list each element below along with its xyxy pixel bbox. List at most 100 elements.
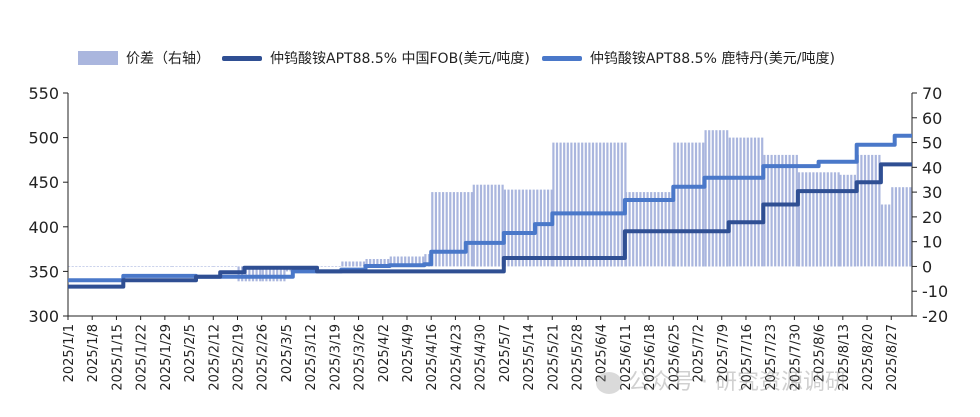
spread-bar xyxy=(664,192,667,267)
spread-bar xyxy=(200,266,203,267)
series-line-china-fob xyxy=(68,162,912,289)
spread-bar xyxy=(746,137,749,267)
spread-bar xyxy=(511,189,514,267)
legend-label-rotterdam: 仲钨酸铵APT88.5% 鹿特丹(美元/吨度) xyxy=(589,51,835,67)
x-axis-tick-label: 2025/4/30 xyxy=(474,324,489,391)
spread-bar xyxy=(573,142,577,267)
spread-bar xyxy=(676,142,680,267)
spread-bar xyxy=(344,261,348,267)
spread-bar xyxy=(642,192,646,267)
right-axis-tick-label: 50 xyxy=(922,134,942,153)
x-axis-tick-label: 2025/1/8 xyxy=(86,324,101,382)
right-axis-tick-label: 30 xyxy=(922,183,942,202)
spread-bar xyxy=(227,266,230,267)
spread-bar xyxy=(518,189,521,267)
spread-bar xyxy=(82,266,85,267)
spread-bar xyxy=(383,259,386,267)
left-axis-tick-label: 500 xyxy=(28,129,59,148)
spread-bar xyxy=(650,192,653,267)
spread-bar xyxy=(632,192,635,267)
left-axis-tick-label: 300 xyxy=(28,307,59,326)
wechat-icon xyxy=(596,372,622,394)
spread-bar xyxy=(853,174,856,267)
legend-item-spread: 价差（右轴） xyxy=(78,48,210,68)
spread-bar xyxy=(68,266,71,267)
spread-bar xyxy=(722,130,725,267)
spread-bar xyxy=(801,172,804,267)
spread-bar xyxy=(155,266,158,267)
spread-bar xyxy=(182,266,185,267)
spread-bar xyxy=(602,142,605,267)
spread-bar xyxy=(718,130,722,267)
right-axis-tick-label: 40 xyxy=(922,158,942,177)
spread-bar xyxy=(204,266,207,267)
spread-bar xyxy=(839,174,842,267)
spread-bar xyxy=(673,142,676,267)
x-axis-tick-label: 2025/5/14 xyxy=(522,324,537,391)
spread-bar xyxy=(595,142,598,267)
spread-bar xyxy=(529,189,532,267)
spread-bar xyxy=(501,184,504,267)
spread-bar xyxy=(251,266,255,282)
spread-bar xyxy=(698,142,701,267)
spread-bar xyxy=(472,184,475,267)
spread-bar xyxy=(341,261,344,267)
x-axis-tick-label: 2025/8/6 xyxy=(813,324,828,382)
spread-bar xyxy=(445,192,448,267)
spread-bar xyxy=(680,142,683,267)
spread-bar xyxy=(837,172,840,267)
x-axis-tick-label: 2025/7/9 xyxy=(716,324,731,382)
x-axis-tick-label: 2025/7/2 xyxy=(692,324,707,382)
spread-bar xyxy=(265,266,268,282)
spread-bar xyxy=(166,266,169,267)
spread-bar xyxy=(283,266,286,282)
spread-bar xyxy=(452,192,455,267)
spread-bar xyxy=(753,137,757,267)
spread-bar xyxy=(487,184,490,267)
spread-bar xyxy=(905,187,908,267)
spread-bar xyxy=(104,266,107,267)
spread-bar xyxy=(434,192,437,267)
spread-bar xyxy=(694,142,698,267)
spread-bar xyxy=(726,130,729,267)
spread-bar xyxy=(86,266,89,267)
right-axis-tick-label: -20 xyxy=(922,307,948,326)
spread-bar xyxy=(613,142,616,267)
spread-bar xyxy=(559,142,562,267)
spread-bar xyxy=(691,142,694,267)
spread-bar xyxy=(476,184,479,267)
spread-bar xyxy=(830,172,833,267)
left-axis-tick-label: 450 xyxy=(28,173,59,192)
spread-bar xyxy=(815,172,819,267)
x-axis-tick-label: 2025/8/13 xyxy=(837,324,852,391)
spread-bar xyxy=(424,254,427,267)
spread-bar xyxy=(757,137,760,267)
spread-bar xyxy=(272,266,275,282)
spread-bar xyxy=(628,192,631,267)
spread-bar xyxy=(220,266,223,267)
spread-bar xyxy=(93,266,96,267)
left-axis-tick-label: 550 xyxy=(28,84,59,103)
spread-bar xyxy=(400,256,403,267)
right-axis-tick-label: 10 xyxy=(922,233,942,252)
spread-bar xyxy=(884,204,887,267)
spread-bar xyxy=(134,266,137,267)
spread-bar xyxy=(144,266,148,267)
x-axis-tick-label: 2025/7/30 xyxy=(788,324,803,391)
spread-bar xyxy=(320,266,323,267)
x-axis-tick-label: 2025/3/12 xyxy=(304,324,319,391)
spread-bar xyxy=(823,172,826,267)
spread-bar xyxy=(555,142,559,267)
spread-bar xyxy=(467,192,470,267)
spread-bar xyxy=(702,142,705,267)
spread-bar xyxy=(141,266,144,267)
spread-bar xyxy=(795,154,798,267)
spread-bar xyxy=(418,256,421,267)
x-axis-tick-label: 2025/7/16 xyxy=(740,324,755,391)
spread-bar xyxy=(766,154,770,267)
spread-bar xyxy=(248,266,251,282)
spread-bar xyxy=(668,192,671,267)
spread-bar xyxy=(231,266,234,267)
spread-bar xyxy=(463,192,466,267)
spread-bar xyxy=(255,266,258,282)
